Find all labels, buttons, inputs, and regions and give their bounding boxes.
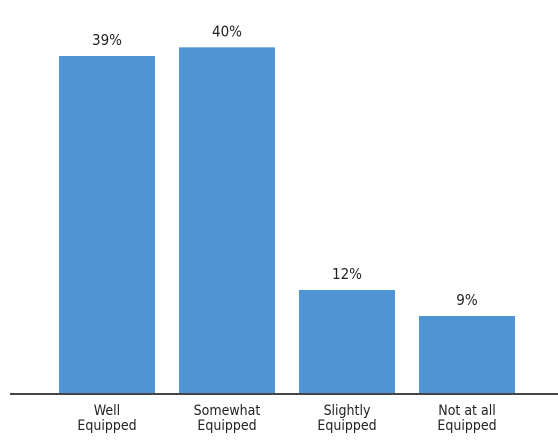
value-label-1: 39% <box>92 31 122 49</box>
bars-group <box>59 47 515 394</box>
category-labels-group: WellEquippedSomewhatEquippedSlightlyEqui… <box>77 403 496 434</box>
bar-4 <box>419 316 515 394</box>
bar-2 <box>179 47 275 394</box>
category-label-3-line-1: Slightly <box>324 403 371 419</box>
category-label-2-line-1: Somewhat <box>194 403 261 419</box>
value-label-4: 9% <box>456 291 478 309</box>
category-label-2-line-2: Equipped <box>197 418 256 434</box>
value-label-3: 12% <box>332 265 362 283</box>
bar-1 <box>59 56 155 394</box>
category-label-1-line-2: Equipped <box>77 418 136 434</box>
bar-3 <box>299 290 395 394</box>
category-label-4-line-1: Not at all <box>438 403 495 419</box>
value-labels-group: 39% 40% 12% 9% <box>92 22 478 309</box>
category-label-3-line-2: Equipped <box>317 418 376 434</box>
category-label-1-line-1: Well <box>94 403 120 419</box>
category-label-4-line-2: Equipped <box>437 418 496 434</box>
value-label-2: 40% <box>212 22 242 40</box>
